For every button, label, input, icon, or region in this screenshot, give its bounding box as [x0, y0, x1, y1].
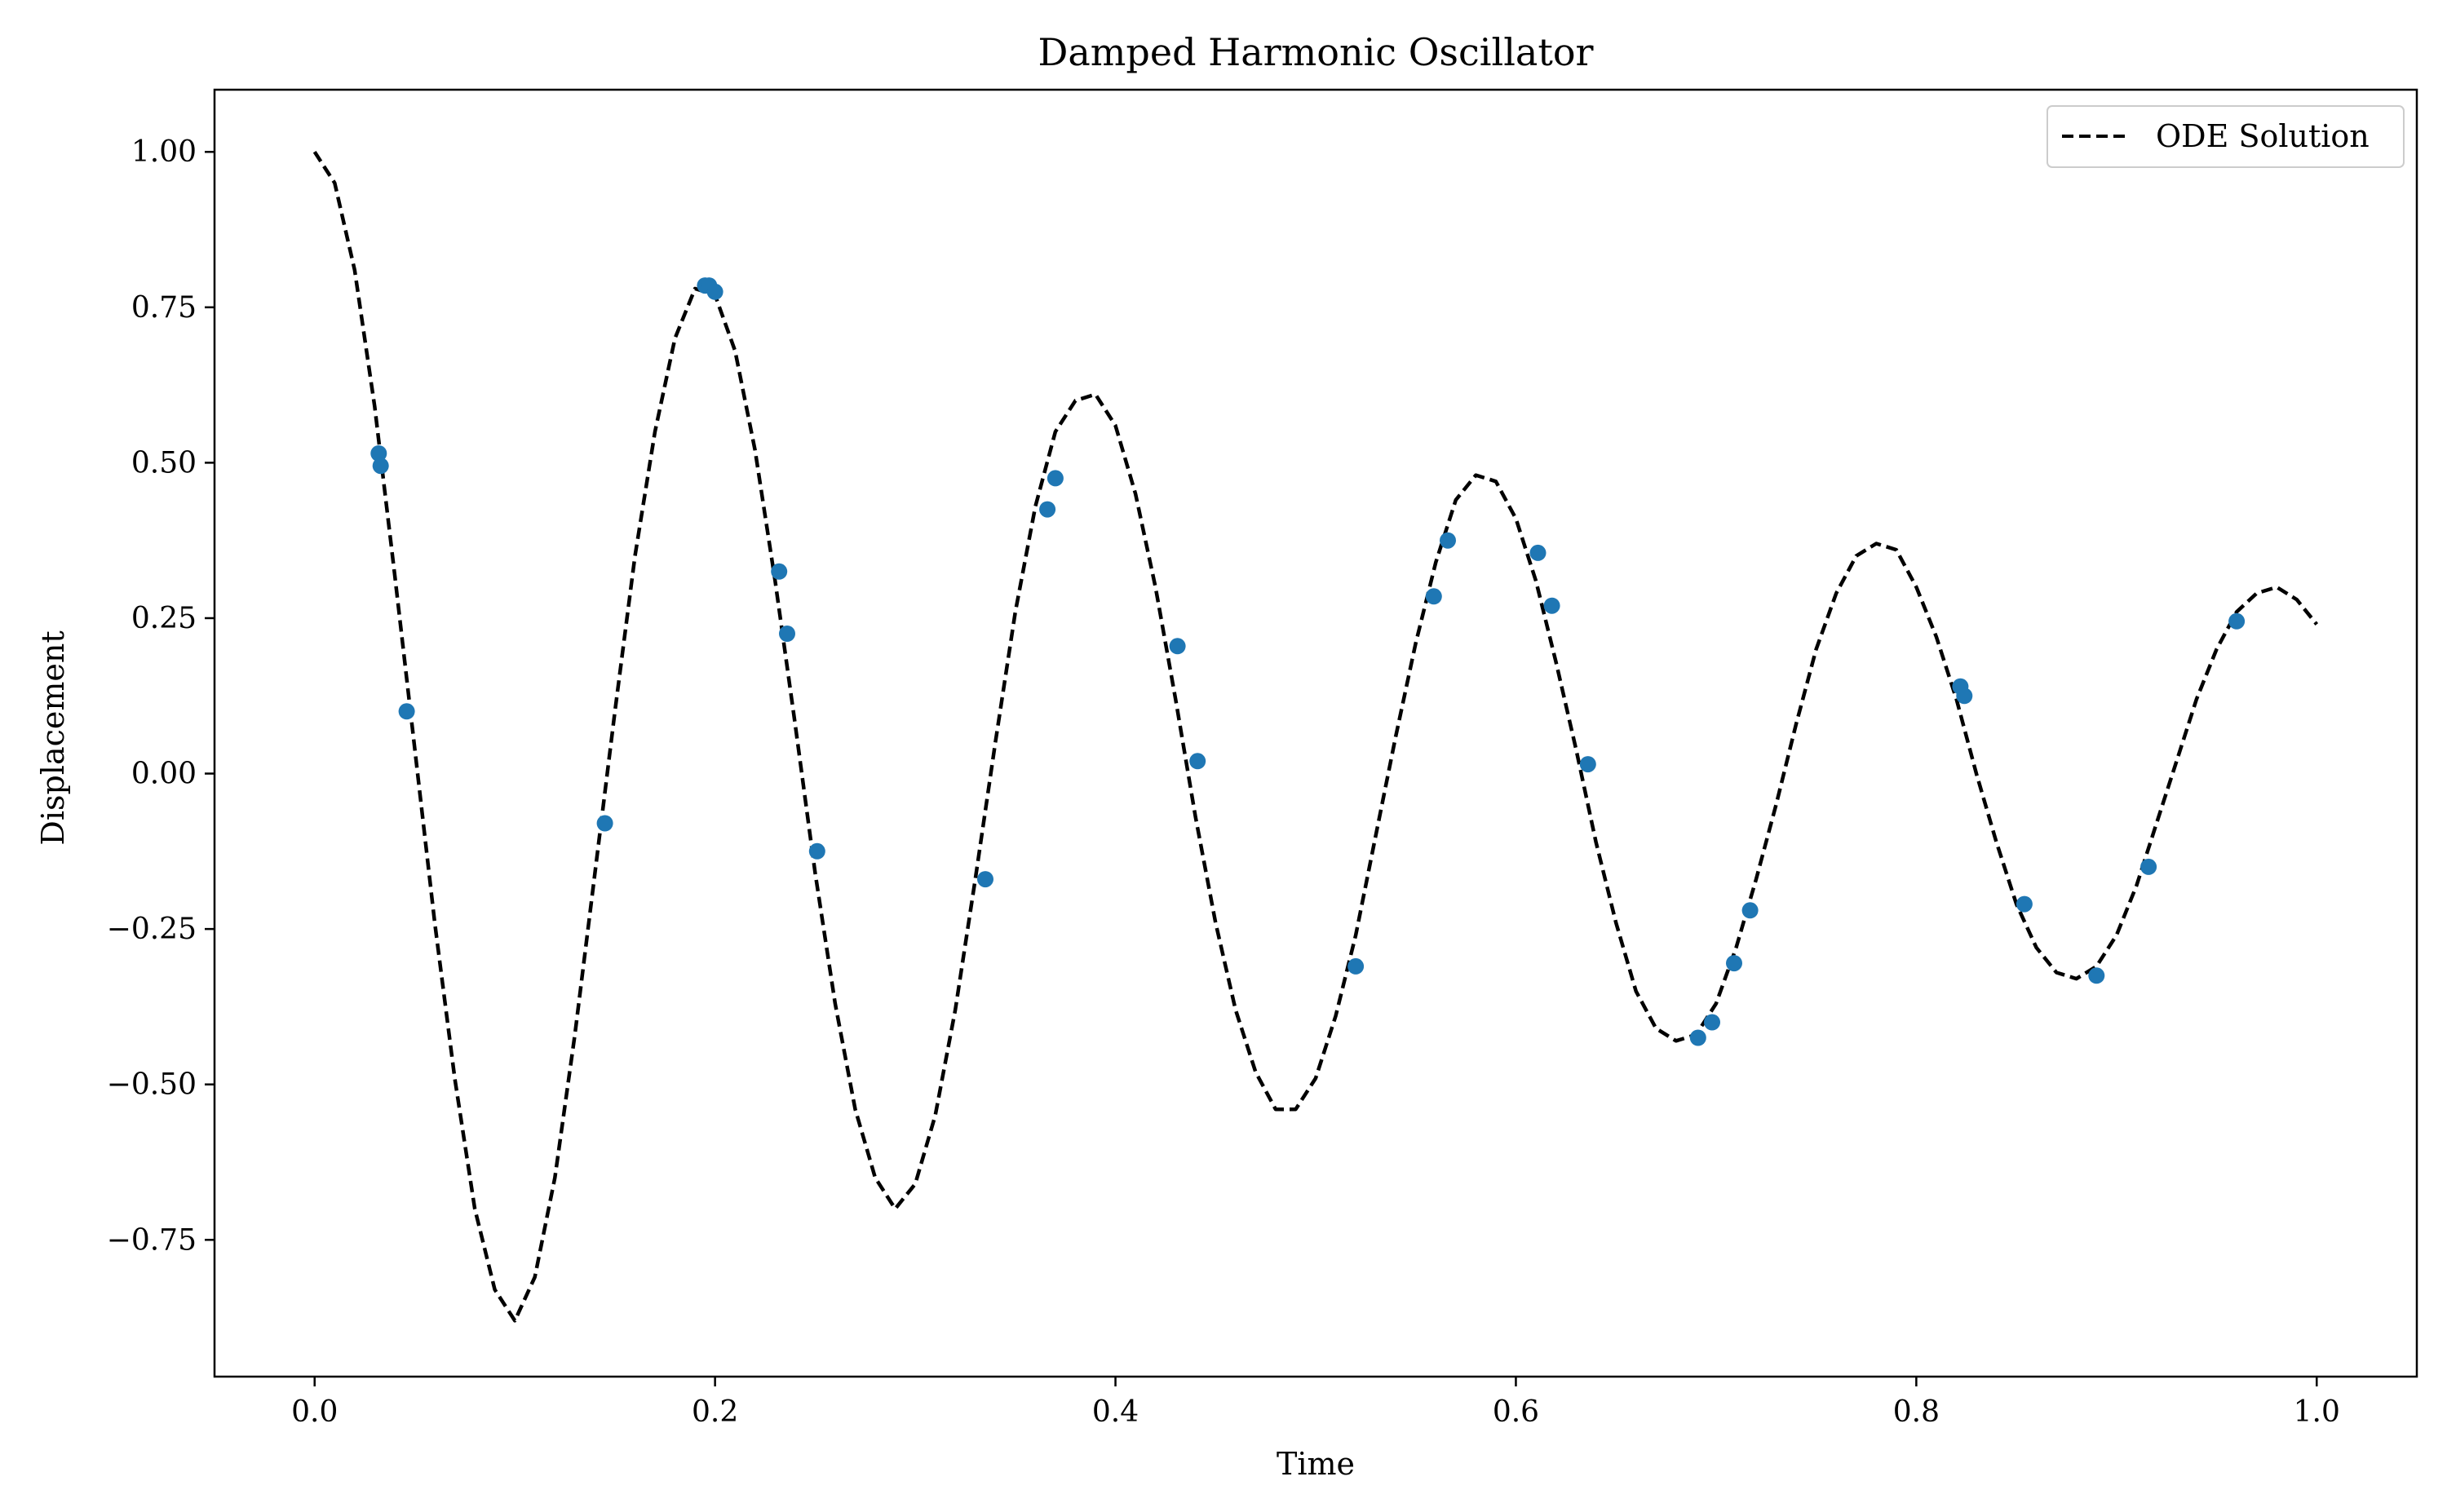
sample-point: [596, 815, 613, 832]
x-tick-label: 0.8: [1893, 1395, 1940, 1429]
sample-point: [977, 871, 993, 888]
sample-point: [779, 626, 795, 642]
legend-label: ODE Solution: [2156, 118, 2370, 154]
y-tick-label: −0.75: [107, 1223, 197, 1257]
sample-point: [398, 703, 415, 720]
y-tick-label: 0.00: [131, 758, 197, 791]
sample-point: [370, 445, 387, 462]
x-tick-label: 0.2: [692, 1395, 738, 1429]
x-axis-label: Time: [1277, 1446, 1355, 1482]
sample-point: [1529, 544, 1547, 561]
y-axis-label: Displacement: [35, 630, 71, 845]
legend-box: [2047, 105, 2405, 168]
chart-title: Damped Harmonic Oscillator: [1038, 30, 1593, 74]
x-tick-label: 0.0: [291, 1395, 338, 1429]
sample-point: [1689, 1029, 1706, 1046]
sample-point: [1347, 957, 1365, 975]
y-tick-label: −0.25: [107, 913, 197, 946]
sample-point: [372, 458, 389, 475]
sample-point: [1704, 1014, 1720, 1031]
sample-point: [1039, 501, 1056, 518]
y-tick-label: 1.00: [131, 135, 197, 169]
legend: ODE Solution: [2047, 105, 2405, 168]
sample-point: [1425, 588, 1442, 605]
sample-point: [1047, 470, 1064, 487]
sample-point: [2088, 967, 2105, 984]
sample-point: [2228, 612, 2246, 630]
x-tick-label: 0.6: [1493, 1395, 1539, 1429]
sample-point: [771, 563, 788, 580]
sample-point: [1189, 753, 1206, 770]
sample-point: [1726, 955, 1742, 972]
sample-point: [1741, 902, 1759, 919]
sample-point: [808, 842, 825, 860]
x-tick-label: 1.0: [2294, 1395, 2340, 1429]
y-tick-label: 0.50: [131, 446, 197, 480]
y-tick-label: 0.75: [131, 291, 197, 325]
sample-point: [1543, 597, 1560, 614]
y-axis-ticks: 1.00 0.75 0.50 0.25 0.00 −0.25 −0.50 −0.75: [107, 135, 215, 1257]
sample-point: [1956, 687, 1973, 705]
ode-solution-line: [312, 150, 2319, 1323]
sample-point: [1169, 638, 1186, 655]
x-tick-label: 0.4: [1092, 1395, 1139, 1429]
sample-point: [2140, 858, 2157, 875]
y-tick-label: −0.50: [107, 1068, 197, 1102]
sample-points: [370, 277, 2246, 1046]
x-axis-ticks: 0.0 0.2 0.4 0.6 0.8 1.0: [291, 1377, 2340, 1429]
sample-point: [706, 283, 723, 300]
sample-point: [2016, 895, 2033, 913]
plot-frame: [213, 88, 2418, 1378]
sample-point: [1440, 532, 1456, 549]
sample-point: [1579, 756, 1596, 773]
ode-solution-path: [312, 150, 2319, 1323]
y-tick-label: 0.25: [131, 602, 197, 635]
